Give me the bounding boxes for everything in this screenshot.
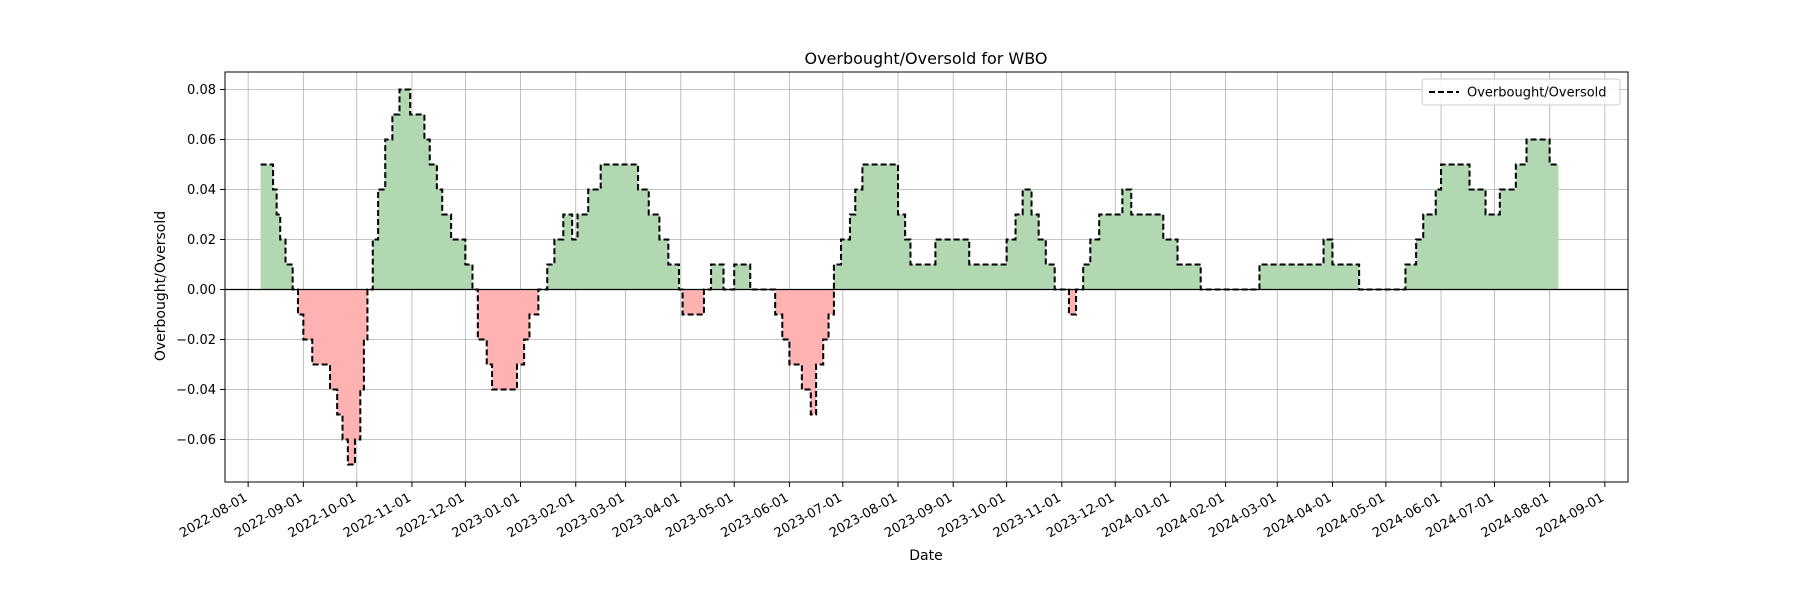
- y-axis-label: Overbought/Oversold: [153, 211, 169, 361]
- axes-frame: [224, 71, 1629, 483]
- y-tick-label: 0.06: [187, 133, 216, 148]
- y-tick-label: 0.02: [187, 233, 216, 248]
- y-tick-label: 0.04: [187, 183, 216, 198]
- legend-box: [1421, 78, 1621, 106]
- chart-title: Overbought/Oversold for WBO: [804, 49, 1047, 68]
- legend-label: Overbought/Oversold: [1467, 86, 1607, 101]
- legend: Overbought/Oversold: [1421, 78, 1621, 106]
- y-tick-label: −0.06: [176, 433, 216, 448]
- x-axis-label: Date: [909, 548, 942, 564]
- y-tick-label: 0.00: [187, 283, 216, 298]
- y-tick-label: −0.02: [176, 333, 216, 348]
- y-tick-label: −0.04: [176, 383, 216, 398]
- series-line-overbought-oversold: [260, 88, 1559, 466]
- positive-area: [260, 89, 1559, 290]
- y-tick-label: 0.08: [187, 83, 216, 98]
